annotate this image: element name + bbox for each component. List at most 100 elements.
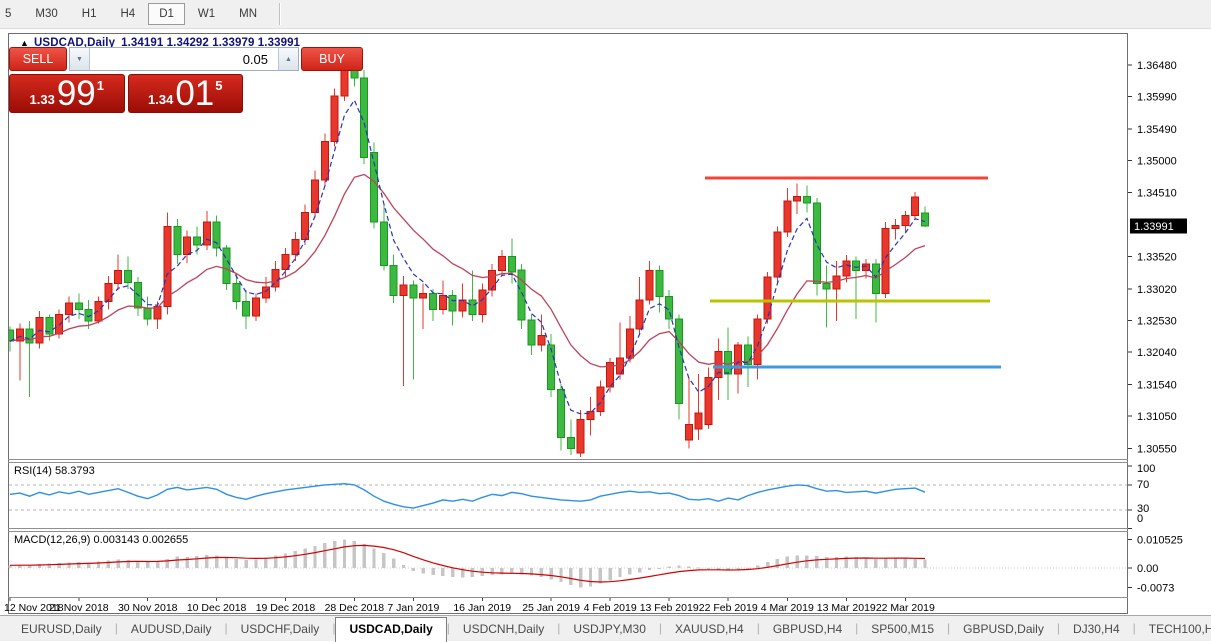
sell-price-big: 99 xyxy=(56,74,96,113)
macd-bar xyxy=(608,568,612,581)
macd-signal-line xyxy=(9,544,926,583)
macd-bar xyxy=(47,563,52,568)
tab-separator: | xyxy=(756,621,760,635)
candle-down xyxy=(448,294,457,312)
macd-bar xyxy=(293,551,298,568)
chart-ohlc-values: 1.34191 1.34292 1.33979 1.33991 xyxy=(121,37,301,49)
price-axis-label: 1.32530 xyxy=(1137,315,1177,327)
macd-bar xyxy=(195,556,199,568)
candle-up xyxy=(694,412,703,430)
macd-bar xyxy=(224,557,229,568)
macd-bar xyxy=(529,568,534,576)
buy-price-display[interactable]: 1.34 01 5 xyxy=(127,74,243,113)
macd-bar xyxy=(824,557,829,568)
macd-bar xyxy=(254,559,258,568)
price-axis-label: 1.32040 xyxy=(1137,347,1177,359)
candle-down xyxy=(25,328,34,344)
macd-bar xyxy=(549,568,553,580)
candle-up xyxy=(330,95,339,142)
candle-down xyxy=(429,292,438,311)
macd-bar xyxy=(155,560,160,568)
macd-bar xyxy=(716,568,721,571)
macd-bar xyxy=(165,558,170,568)
macd-bar xyxy=(18,564,22,568)
macd-bar xyxy=(441,568,445,577)
candle-up xyxy=(65,302,74,316)
macd-bar xyxy=(234,558,238,568)
sell-button[interactable]: SELL xyxy=(9,47,67,71)
candle-up xyxy=(901,215,910,226)
candle-down xyxy=(192,236,201,246)
candle-up xyxy=(763,276,772,320)
tab-tech100-h1[interactable]: TECH100,H1 xyxy=(1148,622,1211,636)
candle-up xyxy=(310,179,319,213)
ma-slow-line xyxy=(9,173,926,368)
macd-bar xyxy=(283,553,288,568)
macd-bar xyxy=(37,564,42,568)
macd-bar xyxy=(136,560,140,568)
macd-bar xyxy=(264,557,268,568)
macd-bar xyxy=(775,558,780,568)
timeframe-button-h1[interactable]: H1 xyxy=(71,3,108,25)
timeframe-button-mn[interactable]: MN xyxy=(228,3,268,25)
timeframe-button-h4[interactable]: H4 xyxy=(109,3,146,25)
date-label: 10 Dec 2018 xyxy=(187,602,247,614)
tab-audusd-daily[interactable]: AUDUSD,Daily xyxy=(130,622,212,636)
tab-gbpusd-h4[interactable]: GBPUSD,H4 xyxy=(772,622,843,636)
date-label: 28 Dec 2018 xyxy=(325,602,385,614)
candle-up xyxy=(793,195,802,202)
candle-up xyxy=(704,376,713,426)
macd-bar xyxy=(8,565,12,568)
tab-xauusd-h4[interactable]: XAUUSD,H4 xyxy=(675,622,744,636)
tab-gbpusd-daily[interactable]: GBPUSD,Daily xyxy=(963,622,1044,636)
candle-up xyxy=(291,239,300,256)
timeframe-button-5[interactable]: 5 xyxy=(1,3,22,25)
timeframe-button-w1[interactable]: W1 xyxy=(187,3,226,25)
tab-usdcnh-daily[interactable]: USDCNH,Daily xyxy=(462,622,545,636)
one-click-trade-panel: SELL ▼ ▲ BUY 1.33 99 1 1.34 01 5 xyxy=(9,47,363,113)
macd-bar xyxy=(175,556,179,568)
buy-price-small: 1.34 xyxy=(148,92,174,107)
macd-axis-label: 0.010525 xyxy=(1137,535,1183,547)
candle-up xyxy=(438,294,447,311)
volume-input[interactable] xyxy=(89,48,279,70)
price-axis-label: 1.35990 xyxy=(1137,92,1177,104)
collapse-chart-icon[interactable]: ▲ xyxy=(20,38,30,48)
macd-bar xyxy=(431,568,435,576)
buy-button[interactable]: BUY xyxy=(301,47,363,71)
candle-up xyxy=(596,386,605,413)
candle-down xyxy=(379,221,388,267)
timeframe-button-d1[interactable]: D1 xyxy=(148,3,185,25)
tab-dj30-h4[interactable]: DJ30,H4 xyxy=(1072,622,1120,636)
macd-bar xyxy=(411,568,416,572)
rsi-axis-label: 100 xyxy=(1137,463,1155,475)
rsi-line xyxy=(9,482,926,509)
candle-up xyxy=(458,299,467,312)
candle-down xyxy=(812,202,821,285)
candle-up xyxy=(114,270,123,285)
sell-price-display[interactable]: 1.33 99 1 xyxy=(9,74,125,113)
tab-sp500-m15[interactable]: SP500,M15 xyxy=(871,622,935,636)
tab-usdchf-daily[interactable]: USDCHF,Daily xyxy=(240,622,320,636)
timeframe-button-m30[interactable]: M30 xyxy=(24,3,68,25)
candle-up xyxy=(606,362,615,388)
sell-price-sup: 1 xyxy=(96,78,104,93)
volume-increase-icon[interactable]: ▲ xyxy=(279,48,298,70)
date-label: 22 Mar 2019 xyxy=(876,602,935,614)
volume-decrease-icon[interactable]: ▼ xyxy=(70,48,89,70)
price-axis: 1.36480 1.35990 1.35490 1.35000 1.34510 1.335… xyxy=(1128,60,1187,595)
macd-bar xyxy=(352,540,357,568)
tab-eurusd-daily[interactable]: EURUSD,Daily xyxy=(21,622,102,636)
candle-down xyxy=(675,318,684,404)
tab-usdcad-daily[interactable]: USDCAD,Daily xyxy=(335,617,447,642)
macd-bar xyxy=(578,568,583,588)
tab-usdjpy-m30[interactable]: USDJPY,M30 xyxy=(573,622,646,636)
candle-up xyxy=(163,226,172,307)
macd-axis-label: 0.00 xyxy=(1137,563,1158,575)
candle-up xyxy=(714,351,723,378)
macd-bar xyxy=(362,544,366,568)
macd-bar xyxy=(736,568,740,570)
